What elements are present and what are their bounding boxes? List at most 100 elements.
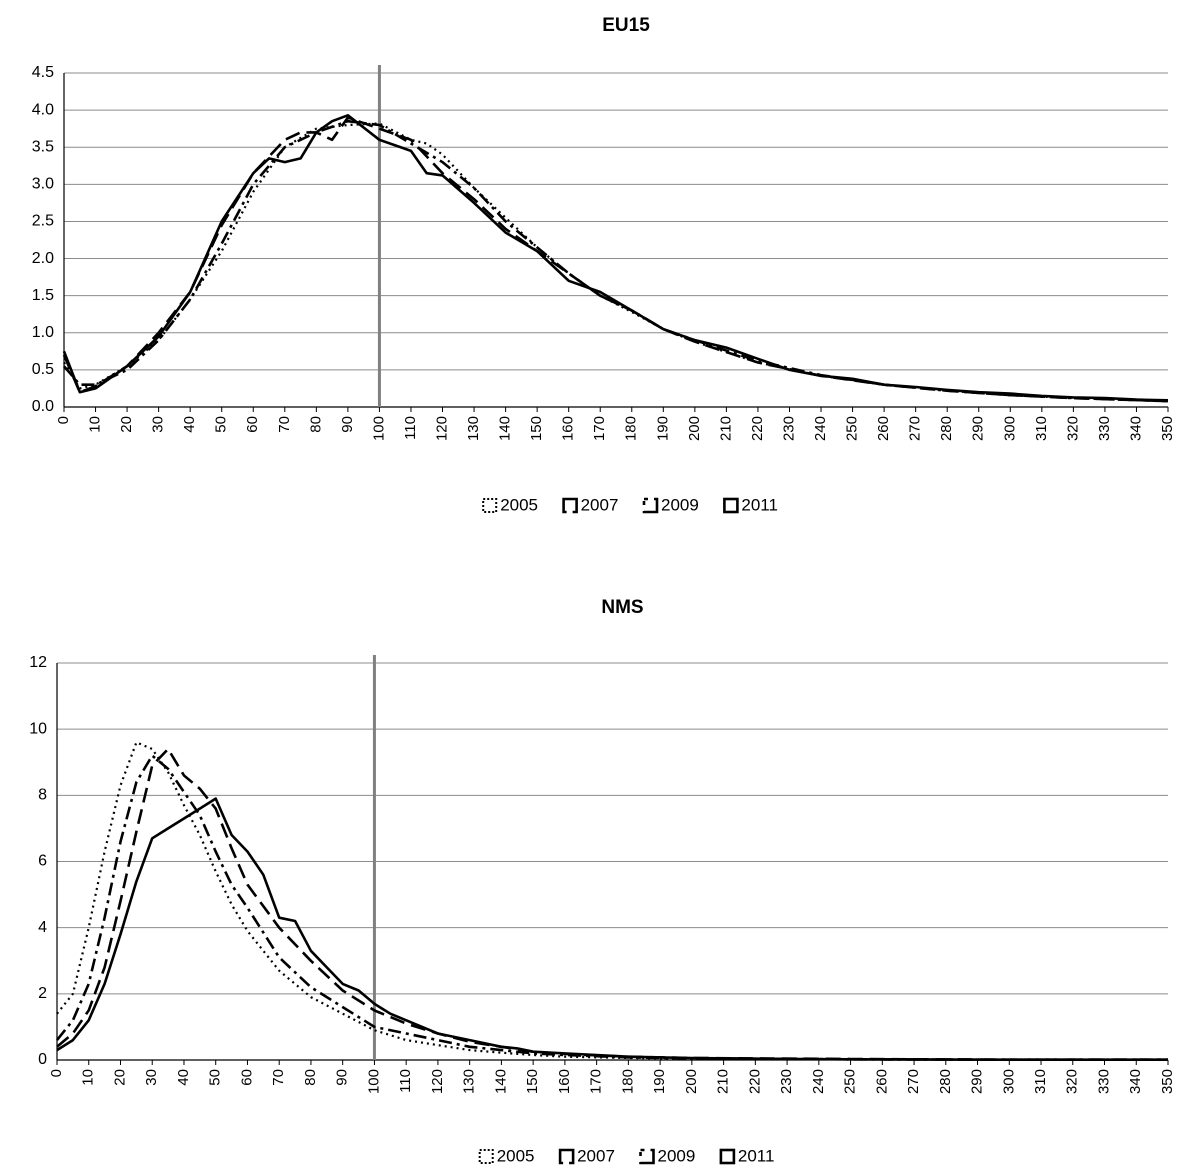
x-tick-label: 70 <box>270 1069 287 1086</box>
x-tick-label: 0 <box>55 416 72 424</box>
x-tick-label: 210 <box>717 416 734 441</box>
legend-swatch-2005 <box>478 1149 494 1164</box>
x-tick-label: 290 <box>970 416 987 441</box>
x-tick-label: 140 <box>492 1069 509 1094</box>
x-tick-label: 240 <box>812 416 829 441</box>
x-tick-label: 40 <box>181 416 198 433</box>
y-tick-label: 0.0 <box>32 398 54 415</box>
x-tick-label: 60 <box>244 416 261 433</box>
x-tick-label: 350 <box>1159 416 1176 441</box>
legend-label-2011: 2011 <box>738 1146 775 1165</box>
x-tick-label: 30 <box>143 1069 160 1086</box>
y-tick-label: 12 <box>29 654 47 671</box>
x-tick-label: 150 <box>528 416 545 441</box>
x-tick-label: 220 <box>746 1069 763 1094</box>
legend-label-2005: 2005 <box>500 495 538 514</box>
x-tick-label: 50 <box>213 416 230 433</box>
x-tick-label: 320 <box>1064 1069 1081 1094</box>
x-tick-label: 130 <box>465 416 482 441</box>
legend-swatch-2011 <box>719 1148 736 1165</box>
x-tick-label: 350 <box>1159 1069 1176 1094</box>
series-line-2005 <box>63 122 1169 403</box>
x-tick-label: 280 <box>937 1069 954 1094</box>
series-line-2005 <box>56 741 1168 1061</box>
y-tick-label: 2.0 <box>32 250 54 267</box>
legend-label-2009: 2009 <box>658 1146 696 1165</box>
eu15-chart: EU15 0.0 0.5 1.0 1.5 2.0 2.5 3.0 3.5 4.0 4.5 0 10 20 3… <box>32 15 1176 514</box>
y-tick-label: 8 <box>38 787 47 804</box>
x-tick-label: 110 <box>397 1069 414 1093</box>
x-tick-label: 330 <box>1096 416 1113 441</box>
y-tick-label: 2 <box>38 985 47 1002</box>
legend-label-2011: 2011 <box>741 495 778 514</box>
x-tick-label: 80 <box>307 416 324 433</box>
x-tick-label: 150 <box>524 1069 541 1094</box>
x-tick-label: 20 <box>111 1069 128 1086</box>
x-tick-label: 120 <box>433 416 450 441</box>
x-tick-label: 220 <box>749 416 766 441</box>
series-line-2011 <box>62 114 1169 402</box>
x-tick-label: 60 <box>238 1069 255 1086</box>
legend-label-2007: 2007 <box>577 1146 615 1165</box>
x-tick-label: 0 <box>48 1069 65 1077</box>
legend-swatch-2009 <box>642 497 659 514</box>
y-tick-label: 1.5 <box>32 287 54 304</box>
x-tick-label: 200 <box>686 416 703 441</box>
x-tick-label: 70 <box>276 416 293 433</box>
chart-title: EU15 <box>602 15 650 36</box>
x-tick-label: 320 <box>1064 416 1081 441</box>
y-tick-label: 0 <box>38 1051 47 1068</box>
x-tick-label: 270 <box>907 416 924 441</box>
x-tick-label: 240 <box>810 1069 827 1094</box>
legend-label-2009: 2009 <box>661 495 699 514</box>
x-tick-label: 210 <box>715 1069 732 1094</box>
x-tick-label: 300 <box>1001 416 1018 441</box>
x-tick-label: 170 <box>588 1069 605 1094</box>
y-tick-label: 4.0 <box>32 101 54 118</box>
y-tick-label: 3.0 <box>32 176 54 193</box>
legend-swatch-2005 <box>482 498 498 513</box>
legend-swatch-2007 <box>562 497 578 514</box>
x-tick-label: 330 <box>1095 1069 1112 1094</box>
x-tick-label: 250 <box>842 1069 859 1094</box>
y-tick-label: 3.5 <box>32 138 54 155</box>
y-tick-label: 10 <box>29 720 47 737</box>
x-tick-label: 230 <box>778 1069 795 1094</box>
x-tick-label: 190 <box>651 1069 668 1094</box>
x-tick-label: 80 <box>302 1069 319 1086</box>
y-tick-label: 4.5 <box>32 64 54 81</box>
legend: 2005 2007 2009 2011 <box>482 495 778 514</box>
x-tick-label: 260 <box>875 416 892 441</box>
legend-label-2005: 2005 <box>497 1146 535 1165</box>
x-tick-label: 140 <box>497 416 514 441</box>
x-tick-label: 260 <box>873 1069 890 1094</box>
x-tick-label: 110 <box>402 416 419 440</box>
y-tick-label: 0.5 <box>32 361 54 378</box>
legend-label-2007: 2007 <box>581 495 619 514</box>
x-tick-label: 40 <box>175 1069 192 1086</box>
x-tick-label: 340 <box>1127 1069 1144 1094</box>
legend-swatch-2007 <box>558 1148 575 1165</box>
legend: 2005 2007 2009 2011 <box>478 1146 775 1165</box>
x-tick-label: 100 <box>370 416 387 441</box>
x-tick-label: 180 <box>623 416 640 441</box>
x-tick-label: 310 <box>1032 1069 1049 1094</box>
x-tick-label: 10 <box>80 1069 97 1086</box>
x-tick-label: 10 <box>87 416 104 433</box>
x-tick-label: 100 <box>365 1069 382 1094</box>
legend-swatch-2009 <box>639 1148 655 1165</box>
legend-swatch-2011 <box>723 497 739 514</box>
x-tick-label: 170 <box>591 416 608 441</box>
x-tick-label: 310 <box>1033 416 1050 441</box>
y-tick-label: 6 <box>38 853 47 870</box>
x-tick-label: 270 <box>905 1069 922 1094</box>
x-tick-label: 160 <box>556 1069 573 1094</box>
x-tick-label: 290 <box>969 1069 986 1094</box>
x-tick-label: 30 <box>150 416 167 433</box>
series-line-2007 <box>62 116 1169 403</box>
x-tick-label: 90 <box>339 416 356 433</box>
x-tick-label: 20 <box>118 416 135 433</box>
x-tick-label: 340 <box>1127 416 1144 441</box>
x-tick-label: 90 <box>334 1069 351 1086</box>
